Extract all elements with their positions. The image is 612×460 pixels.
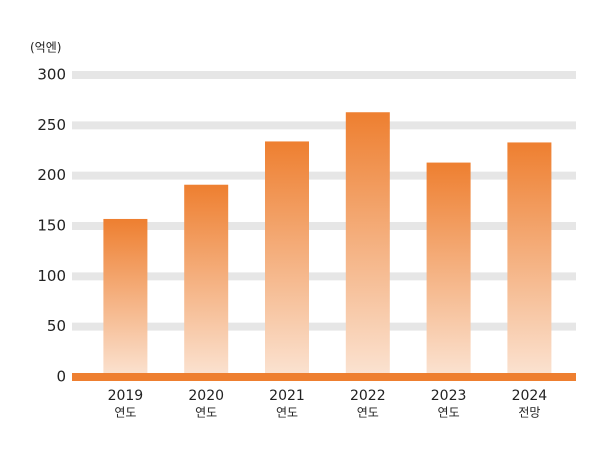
unit-label: (억엔) [30, 41, 61, 55]
y-tick-label: 200 [37, 166, 66, 184]
y-tick-label: 100 [37, 267, 66, 285]
y-tick-label: 0 [56, 368, 66, 386]
x-tick-sublabel: 연도 [438, 406, 460, 420]
y-tick-label: 50 [47, 317, 66, 335]
bar [507, 142, 552, 377]
x-tick-sublabel: 연도 [276, 406, 298, 420]
x-tick-label: 2023 [431, 388, 467, 404]
y-tick-label: 150 [37, 217, 66, 235]
bar [345, 112, 390, 377]
x-tick-sublabel: 연도 [195, 406, 217, 420]
x-tick-sublabel: 전망 [518, 406, 540, 420]
x-tick-sublabel: 연도 [357, 406, 379, 420]
x-tick-label: 2024 [512, 388, 548, 404]
x-tick-label: 2021 [269, 388, 305, 404]
bar [265, 141, 309, 377]
bar [426, 162, 471, 377]
x-tick-label: 2020 [188, 388, 224, 404]
y-tick-label: 300 [37, 66, 66, 84]
x-tick-label: 2019 [108, 388, 144, 404]
y-tick-label: 250 [37, 116, 66, 134]
bar [184, 184, 229, 377]
bar [103, 218, 148, 377]
x-tick-label: 2022 [350, 388, 386, 404]
x-tick-sublabel: 연도 [114, 406, 136, 420]
